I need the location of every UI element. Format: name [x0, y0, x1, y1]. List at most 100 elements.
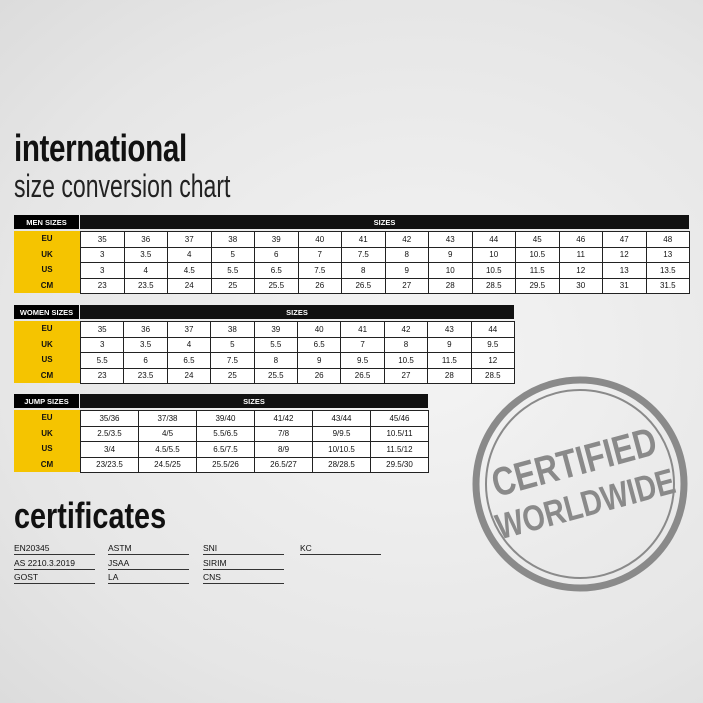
- size-cell: 45/46: [370, 410, 429, 427]
- certificate: KC: [300, 543, 381, 555]
- size-cell: 41: [340, 321, 385, 338]
- size-cell: 40: [297, 231, 342, 248]
- size-cell: 11.5: [515, 262, 560, 279]
- size-cell: 28/28.5: [312, 456, 371, 473]
- table-label-header: WOMEN SIZES: [14, 305, 79, 319]
- row-label: US: [14, 441, 80, 457]
- size-cell: 3.5: [123, 336, 168, 353]
- row-label: CM: [14, 277, 80, 293]
- size-cell: 5: [210, 336, 255, 353]
- size-cell: 43: [428, 231, 473, 248]
- size-cell: 28: [427, 367, 472, 384]
- row-label: EU: [14, 410, 80, 426]
- size-cell: 4: [166, 336, 212, 353]
- size-cell: 12: [470, 352, 515, 369]
- size-cell: 25.5: [254, 277, 299, 294]
- size-cell: 24: [167, 277, 212, 294]
- size-cell: 8/9: [254, 441, 313, 458]
- size-cell: 44: [470, 321, 515, 338]
- size-cell: 4.5/5.5: [138, 441, 197, 458]
- size-cell: 5.5/6.5: [196, 425, 255, 442]
- size-cell: 26.5/27: [254, 456, 313, 473]
- size-cell: 37/38: [138, 410, 197, 427]
- size-cell: 36: [123, 231, 168, 248]
- size-cell: 45: [515, 231, 560, 248]
- size-cell: 26.5: [340, 367, 385, 384]
- size-cell: 41/42: [254, 410, 313, 427]
- size-cell: 5: [210, 246, 255, 263]
- size-cell: 7: [340, 336, 385, 353]
- size-cell: 6.5/7.5: [196, 441, 255, 458]
- size-cell: 42: [384, 231, 429, 248]
- size-cell: 4: [167, 246, 212, 263]
- certificates-title: certificates: [14, 495, 167, 536]
- size-cell: 4/5: [138, 425, 197, 442]
- size-cell: 9: [297, 352, 342, 369]
- size-cell: 26.5: [341, 277, 386, 294]
- size-cell: 28: [428, 277, 473, 294]
- size-cell: 8: [341, 262, 386, 279]
- size-cell: 10: [428, 262, 473, 279]
- size-cell: 26: [297, 277, 342, 294]
- row-label: EU: [14, 321, 80, 337]
- size-cell: 25.5/26: [196, 456, 255, 473]
- size-cell: 41: [341, 231, 386, 248]
- size-cell: 39: [253, 321, 298, 338]
- size-cell: 10.5: [471, 262, 516, 279]
- size-cell: 3/4: [80, 441, 139, 458]
- subtitle: size conversion chart: [14, 168, 231, 204]
- size-cell: 2.5/3.5: [80, 425, 139, 442]
- size-cell: 35: [80, 321, 125, 338]
- certificate: AS 2210.3.2019: [14, 558, 95, 570]
- size-cell: 38: [210, 321, 255, 338]
- size-cell: 24.5/25: [138, 456, 197, 473]
- size-cell: 9: [427, 336, 472, 353]
- size-cell: 35/36: [80, 410, 139, 427]
- size-cell: 30: [558, 277, 603, 294]
- size-cell: 6.5: [297, 336, 342, 353]
- row-label: CM: [14, 367, 80, 383]
- size-cell: 10.5: [515, 246, 560, 263]
- row-label: US: [14, 352, 80, 368]
- size-cell: 9: [384, 262, 429, 279]
- size-cell: 23.5: [123, 367, 168, 384]
- size-cell: 10/10.5: [312, 441, 371, 458]
- row-label: UK: [14, 246, 80, 262]
- size-cell: 5.5: [253, 336, 298, 353]
- size-cell: 3: [80, 262, 125, 279]
- size-cell: 4.5: [167, 262, 212, 279]
- size-cell: 6.5: [254, 262, 299, 279]
- size-cell: 26: [297, 367, 342, 384]
- size-cell: 42: [383, 321, 429, 338]
- size-cell: 10.5/11: [370, 425, 429, 442]
- size-cell: 23: [80, 367, 125, 384]
- size-cell: 12: [602, 246, 647, 263]
- certificate: CNS: [203, 572, 284, 584]
- row-label: CM: [14, 456, 80, 472]
- size-cell: 27: [384, 277, 429, 294]
- size-cell: 40: [297, 321, 342, 338]
- size-cell: 13: [602, 262, 647, 279]
- size-cell: 3.5: [123, 246, 168, 263]
- row-label: EU: [14, 231, 80, 247]
- size-cell: 6: [123, 352, 168, 369]
- size-cell: 24: [166, 367, 212, 384]
- table-label-header: MEN SIZES: [14, 215, 79, 229]
- size-cell: 3: [80, 336, 125, 353]
- size-cell: 47: [602, 231, 647, 248]
- size-cell: 43: [427, 321, 472, 338]
- size-cell: 23.5: [123, 277, 168, 294]
- size-cell: 8: [384, 246, 429, 263]
- size-cell: 9.5: [470, 336, 515, 353]
- size-cell: 27: [383, 367, 429, 384]
- size-cell: 5.5: [210, 262, 255, 279]
- size-cell: 7.5: [341, 246, 386, 263]
- size-cell: 13: [645, 246, 690, 263]
- size-cell: 23: [80, 277, 125, 294]
- certificate: ASTM: [108, 543, 189, 555]
- size-cell: 8: [383, 336, 429, 353]
- size-cell: 48: [645, 231, 690, 248]
- size-cell: 29.5: [515, 277, 560, 294]
- size-cell: 46: [558, 231, 603, 248]
- size-cell: 4: [123, 262, 168, 279]
